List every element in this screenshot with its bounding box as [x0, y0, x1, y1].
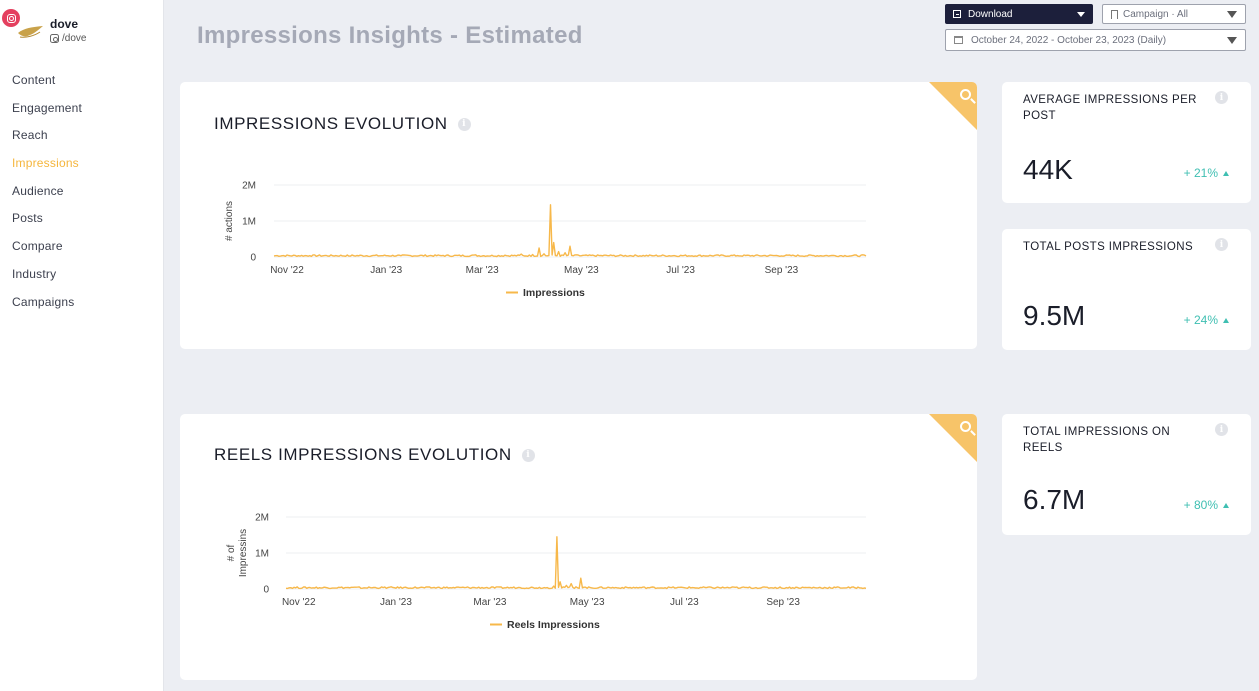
sidebar-item-compare[interactable]: Compare	[12, 239, 63, 254]
download-button[interactable]: Download	[945, 4, 1093, 24]
y-axis-label: # actions	[224, 201, 235, 241]
zoom-corner[interactable]	[929, 414, 977, 462]
x-tick-label: Jan '23	[370, 265, 402, 276]
download-icon	[953, 10, 961, 18]
campaign-select[interactable]: Campaign · All	[1102, 4, 1246, 24]
y-tick-label: 1M	[255, 549, 269, 560]
info-icon[interactable]: i	[1215, 238, 1228, 251]
x-tick-label: May '23	[570, 597, 605, 608]
legend-label: Reels Impressions	[507, 619, 600, 631]
bookmark-icon	[1111, 9, 1118, 19]
kpi-change-text: + 80%	[1183, 498, 1218, 512]
x-tick-label: Jul '23	[666, 265, 695, 276]
kpi-label: TOTAL IMPRESSIONS ON REELS	[1023, 426, 1171, 454]
info-icon[interactable]: i	[1215, 91, 1228, 104]
sidebar-item-reach[interactable]: Reach	[12, 128, 48, 143]
date-range-select[interactable]: October 24, 2022 - October 23, 2023 (Dai…	[945, 29, 1246, 51]
zoom-corner[interactable]	[929, 82, 977, 130]
chart-title-text: REELS IMPRESSIONS EVOLUTION	[214, 445, 512, 464]
x-tick-label: Nov '22	[282, 597, 316, 608]
chevron-down-icon	[1227, 36, 1237, 44]
x-tick-label: Nov '22	[270, 265, 304, 276]
sidebar-item-industry[interactable]: Industry	[12, 266, 57, 281]
kpi-change: + 21%	[1184, 166, 1229, 180]
y-tick-label: 0	[250, 253, 256, 264]
series-line-reels-impressions	[285, 536, 867, 590]
x-tick-label: Jan '23	[380, 597, 412, 608]
kpi-card-reels-impressions: TOTAL IMPRESSIONS ON REELS i 6.7M + 80%	[1002, 414, 1251, 535]
chart-title-text: IMPRESSIONS EVOLUTION	[214, 114, 448, 133]
chevron-down-icon	[1077, 11, 1085, 17]
kpi-card-total-posts-impressions: TOTAL POSTS IMPRESSIONS i 9.5M + 24%	[1002, 229, 1251, 350]
arrow-up-icon	[1223, 170, 1229, 176]
kpi-change: + 80%	[1184, 498, 1229, 512]
legend-label: Impressions	[523, 287, 585, 299]
x-tick-label: Sep '23	[766, 597, 800, 608]
info-icon[interactable]: i	[1215, 423, 1228, 436]
kpi-change-text: + 24%	[1183, 313, 1218, 327]
instagram-icon	[2, 9, 20, 27]
kpi-label: AVERAGE IMPRESSIONS PER POST	[1023, 94, 1197, 122]
y-tick-label: 2M	[242, 181, 256, 192]
x-tick-label: Sep '23	[765, 265, 799, 276]
download-label: Download	[968, 8, 1013, 20]
kpi-value: 9.5M	[1023, 300, 1086, 331]
sidebar-nav: Content Engagement Reach Impressions Aud…	[12, 73, 82, 322]
impressions-line-chart: 0 1M 2M # actions Nov '22 Jan '23 Mar '23 May '…	[224, 181, 867, 299]
sidebar: dove /dove Content Engagement Reach Impr…	[0, 0, 164, 691]
x-tick-label: May '23	[564, 265, 599, 276]
y-tick-label: 1M	[242, 217, 256, 228]
y-tick-label: 2M	[255, 513, 269, 524]
arrow-up-icon	[1223, 502, 1229, 508]
y-tick-label: 0	[263, 585, 269, 596]
kpi-change: + 24%	[1184, 313, 1229, 327]
chevron-down-icon	[1227, 10, 1237, 18]
x-tick-label: Mar '23	[466, 265, 499, 276]
reels-impressions-evolution-card: REELS IMPRESSIONS EVOLUTION i 0 1M 2M # ofI…	[180, 414, 977, 680]
info-icon[interactable]: i	[521, 448, 535, 462]
x-tick-label: Mar '23	[473, 597, 506, 608]
campaign-select-value: Campaign · All	[1123, 8, 1189, 20]
instagram-icon	[50, 34, 59, 43]
kpi-change-text: + 21%	[1183, 166, 1218, 180]
sidebar-item-engagement[interactable]: Engagement	[12, 100, 83, 115]
kpi-value: 6.7M	[1023, 484, 1086, 515]
brand-handle: /dove	[50, 33, 86, 44]
page-title: Impressions Insights - Estimated	[197, 22, 583, 49]
sidebar-item-impressions[interactable]: Impressions	[12, 156, 79, 171]
kpi-label: TOTAL POSTS IMPRESSIONS	[1023, 241, 1194, 253]
sidebar-item-audience[interactable]: Audience	[12, 183, 64, 198]
brand-name: dove	[50, 17, 79, 31]
kpi-card-avg-impressions: AVERAGE IMPRESSIONS PER POST i 44K + 21%	[1002, 82, 1251, 203]
impressions-evolution-card: IMPRESSIONS EVOLUTION i 0 1M 2M # actions No…	[180, 82, 977, 349]
sidebar-item-content[interactable]: Content	[12, 73, 56, 87]
dove-logo	[18, 26, 43, 38]
x-tick-label: Jul '23	[670, 597, 699, 608]
search-icon[interactable]	[960, 421, 971, 432]
reels-impressions-line-chart: 0 1M 2M # ofImpressins Nov '22 Jan '23 Mar '23…	[226, 513, 867, 631]
chart-title: IMPRESSIONS EVOLUTION i	[214, 114, 471, 134]
date-range-value: October 24, 2022 - October 23, 2023 (Dai…	[971, 34, 1167, 46]
search-icon[interactable]	[960, 89, 971, 100]
sidebar-item-posts[interactable]: Posts	[12, 211, 44, 226]
kpi-value: 44K	[1023, 154, 1073, 185]
arrow-up-icon	[1223, 317, 1229, 323]
series-line-impressions	[273, 204, 867, 258]
chart-title: REELS IMPRESSIONS EVOLUTION i	[214, 445, 535, 465]
brand-handle-text: /dove	[62, 33, 87, 44]
calendar-icon	[954, 36, 963, 44]
y-axis-label: # ofImpressins	[226, 529, 249, 577]
sidebar-item-campaigns[interactable]: Campaigns	[12, 294, 75, 309]
info-icon[interactable]: i	[457, 117, 471, 131]
